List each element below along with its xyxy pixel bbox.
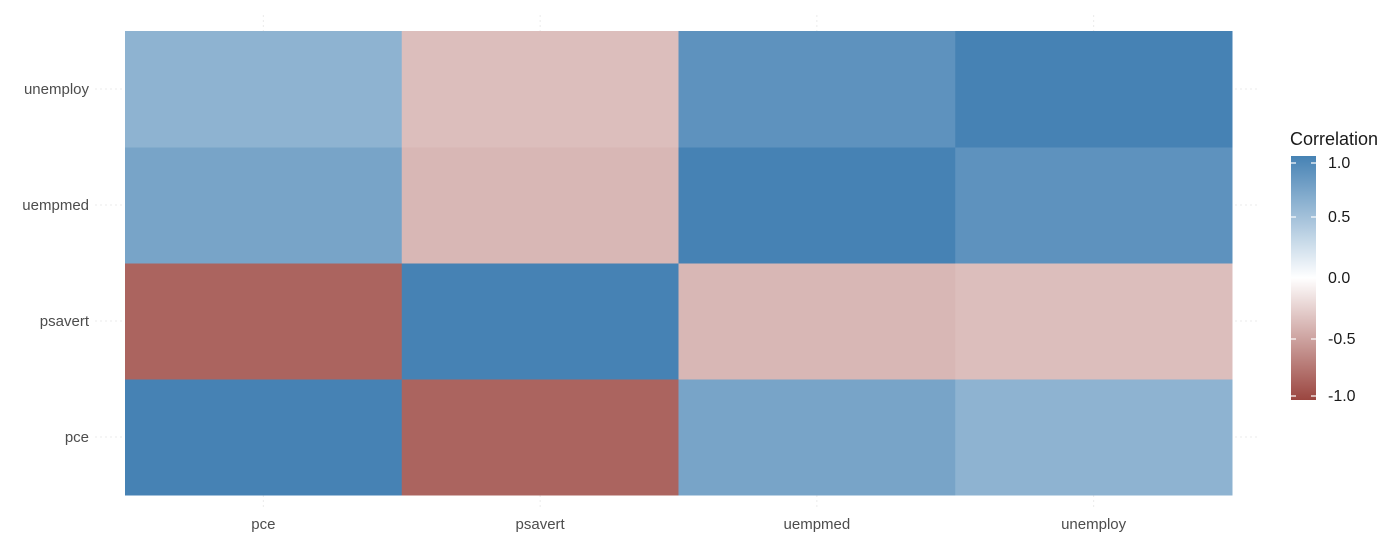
x-tick-label: uempmed	[784, 516, 851, 533]
legend-tick-label: -0.5	[1328, 331, 1356, 348]
x-tick-label: pce	[251, 516, 275, 533]
heatmap-cell-uempmed-uempmed	[678, 147, 956, 264]
legend-tick-label: 0.0	[1328, 270, 1350, 287]
heatmap-cells	[125, 31, 1233, 496]
heatmap-cell-psavert-uempmed	[678, 263, 956, 380]
legend: Correlation 1.0 0.5 0.0 -0.5 -1.0	[1290, 129, 1378, 405]
x-tick-label: psavert	[516, 516, 566, 533]
y-tick-label: pce	[65, 429, 89, 446]
y-tick-label: unemploy	[24, 81, 90, 98]
y-axis: pce psavert uempmed unemploy	[22, 81, 90, 446]
y-tick-label: psavert	[40, 313, 90, 330]
heatmap-cell-unemploy-unemploy	[955, 31, 1233, 148]
heatmap-cell-uempmed-unemploy	[955, 147, 1233, 264]
heatmap-cell-psavert-pce	[125, 263, 403, 380]
x-axis: pce psavert uempmed unemploy	[251, 516, 1126, 533]
legend-tick-label: 1.0	[1328, 155, 1350, 172]
heatmap-cell-pce-uempmed	[678, 379, 956, 496]
heatmap-cell-pce-unemploy	[955, 379, 1233, 496]
heatmap-cell-uempmed-pce	[125, 147, 403, 264]
x-tick-label: unemploy	[1061, 516, 1127, 533]
heatmap-cell-pce-psavert	[401, 379, 679, 496]
heatmap-cell-unemploy-psavert	[401, 31, 679, 148]
y-tick-label: uempmed	[22, 197, 89, 214]
heatmap-cell-pce-pce	[125, 379, 403, 496]
heatmap-cell-uempmed-psavert	[401, 147, 679, 264]
heatmap-cell-unemploy-uempmed	[678, 31, 956, 148]
legend-tick-label: 0.5	[1328, 209, 1350, 226]
heatmap-cell-psavert-unemploy	[955, 263, 1233, 380]
heatmap-cell-unemploy-pce	[125, 31, 403, 148]
legend-tick-label: -1.0	[1328, 388, 1356, 405]
legend-title: Correlation	[1290, 129, 1378, 149]
heatmap-cell-psavert-psavert	[401, 263, 679, 380]
